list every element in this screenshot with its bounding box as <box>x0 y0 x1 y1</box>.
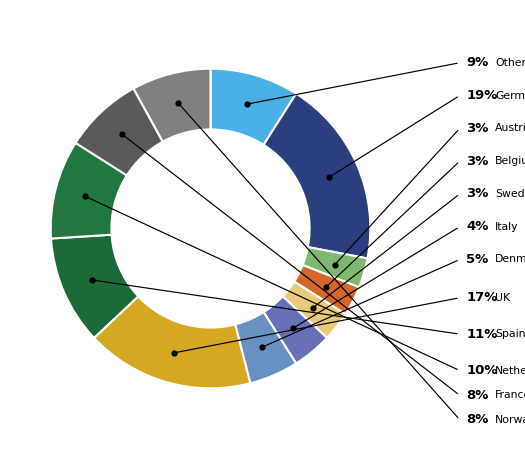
Wedge shape <box>294 265 359 314</box>
Wedge shape <box>264 296 327 363</box>
Text: Norway: Norway <box>495 415 525 425</box>
Text: 5%: 5% <box>466 253 488 266</box>
Wedge shape <box>302 247 368 287</box>
Text: Denmark: Denmark <box>495 255 525 265</box>
Text: 3%: 3% <box>466 187 489 200</box>
Text: Belgium: Belgium <box>495 156 525 166</box>
Wedge shape <box>51 235 138 338</box>
Text: France: France <box>495 390 525 400</box>
Text: 8%: 8% <box>466 389 489 402</box>
Text: 8%: 8% <box>466 413 489 426</box>
Text: Spain: Spain <box>495 329 525 339</box>
Wedge shape <box>133 69 211 142</box>
Text: 9%: 9% <box>466 56 488 69</box>
Text: Italy: Italy <box>495 222 519 232</box>
Text: 3%: 3% <box>466 122 489 135</box>
Wedge shape <box>51 143 127 239</box>
Wedge shape <box>94 296 250 388</box>
Text: 4%: 4% <box>466 220 489 233</box>
Text: Austria: Austria <box>495 123 525 133</box>
Wedge shape <box>235 312 296 383</box>
Text: Other: Other <box>495 58 525 68</box>
Text: Sweden: Sweden <box>495 189 525 199</box>
Wedge shape <box>264 94 370 259</box>
Text: 3%: 3% <box>466 154 489 168</box>
Wedge shape <box>76 89 163 175</box>
Text: 17%: 17% <box>466 291 498 304</box>
Wedge shape <box>283 282 345 338</box>
Text: Netherlands: Netherlands <box>495 366 525 376</box>
Text: 19%: 19% <box>466 89 498 102</box>
Text: 10%: 10% <box>466 364 498 377</box>
Text: Germany: Germany <box>495 90 525 101</box>
Text: UK: UK <box>495 293 510 303</box>
Wedge shape <box>211 69 296 145</box>
Text: 11%: 11% <box>466 328 498 340</box>
